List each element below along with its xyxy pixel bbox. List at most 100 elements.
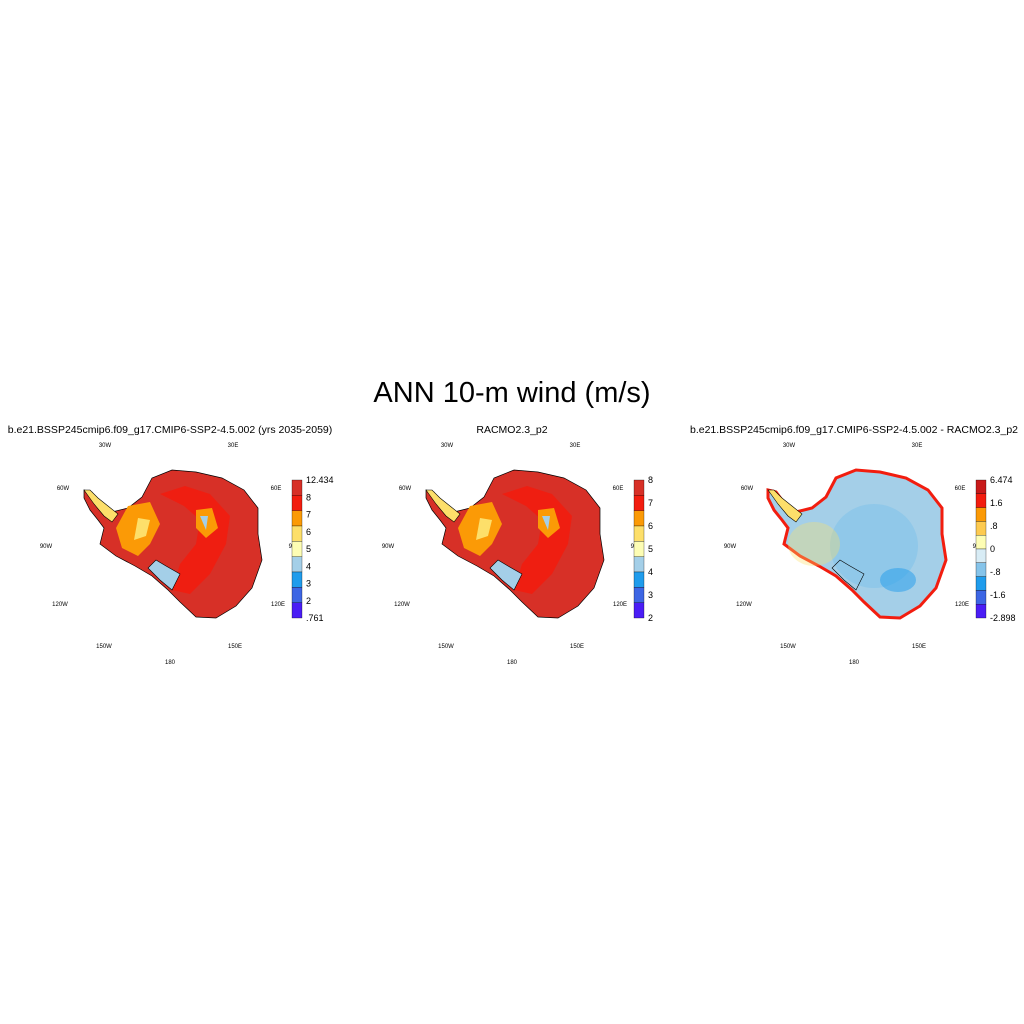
antarctica-map-diff: 30W30E60W60E90W90E120W120E150W150E180 6.…: [724, 443, 1016, 666]
west-mixed-area: [788, 522, 840, 566]
colorbar-label: 5: [306, 544, 311, 554]
colorbar-segment: [291, 571, 303, 588]
colorbar-label: 3: [648, 590, 653, 600]
colorbar-label: 0: [990, 544, 995, 554]
panel-obs: RACMO2.3_p2 30W30E60W60E90W90E120W120E15…: [342, 424, 682, 674]
colorbar-label: 6: [648, 521, 653, 531]
colorbar-segment: [633, 571, 645, 588]
panel-model: b.e21.BSSP245cmip6.f09_g17.CMIP6-SSP2-4.…: [0, 424, 340, 674]
ice-shelf-outline: [831, 559, 865, 591]
colorbar-label: 2: [306, 596, 311, 606]
longitude-label: 150E: [912, 644, 926, 650]
colorbar-label: -2.898: [990, 613, 1016, 623]
antarctica-map-obs: 30W30E60W60E90W90E120W120E150W150E180 87…: [382, 443, 653, 666]
longitude-label: 60W: [57, 486, 70, 492]
colorbar-label: 7: [648, 498, 653, 508]
colorbar-segment: [633, 541, 645, 557]
longitude-label: 30E: [228, 443, 239, 449]
colorbar-segment: [633, 602, 645, 619]
colorbar-segment: [291, 495, 303, 511]
colorbar-label: .8: [990, 521, 998, 531]
ice-shelf-field: [490, 560, 522, 590]
colorbar-segment: [291, 479, 303, 496]
colorbar-segment: [633, 556, 645, 573]
east-negative-area: [880, 568, 916, 592]
colorbar-label: 5: [648, 544, 653, 554]
longitude-label: 180: [507, 660, 518, 666]
low-wind-area: [476, 518, 492, 540]
longitude-label: 90W: [382, 544, 395, 550]
longitude-label: 90W: [724, 544, 737, 550]
colorbar-segment: [975, 562, 987, 577]
longitude-label: 30E: [570, 443, 581, 449]
colorbar-segment: [291, 602, 303, 619]
longitude-label: 150W: [780, 644, 796, 650]
colorbar-segment: [975, 521, 987, 536]
colorbar-label: 12.434: [306, 475, 334, 485]
longitude-label: 120E: [271, 602, 285, 608]
colorbar-diff: 6.474 1.6 .8 0 -.8 -1.6 -2.898: [975, 475, 1016, 623]
colorbar-segment: [291, 525, 303, 542]
colorbar-label: 7: [306, 510, 311, 520]
colorbar-segment: [633, 495, 645, 511]
colorbar-segment: [975, 493, 987, 508]
colorbar-segment: [633, 587, 645, 603]
longitude-label: 150E: [228, 644, 242, 650]
colorbar-segment: [975, 507, 987, 522]
colorbar-segment: [291, 556, 303, 573]
colorbar-label: 3: [306, 579, 311, 589]
colorbar-label: 2: [648, 613, 653, 623]
longitude-label: 180: [165, 660, 176, 666]
longitude-label: 60E: [955, 486, 966, 492]
longitude-label: 60E: [613, 486, 624, 492]
coastal-positive-band: [766, 468, 948, 620]
longitude-label: 120E: [613, 602, 627, 608]
peninsula-field: [767, 489, 803, 523]
longitude-label: 60E: [271, 486, 282, 492]
colorbar-label: 4: [648, 567, 653, 577]
panel-title-model: b.e21.BSSP245cmip6.f09_g17.CMIP6-SSP2-4.…: [7, 424, 333, 436]
colorbar-label: 8: [306, 492, 311, 502]
longitude-label: 150W: [96, 644, 112, 650]
colorbar-segment: [975, 576, 987, 591]
panel-title-diff: b.e21.BSSP245cmip6.f09_g17.CMIP6-SSP2-4.…: [689, 424, 1019, 436]
longitude-label: 120W: [736, 602, 752, 608]
colorbar-segment: [975, 535, 987, 550]
colorbar-segment: [975, 590, 987, 605]
colorbar-segment: [975, 548, 987, 563]
peninsula-field: [83, 489, 119, 523]
longitude-label: 30W: [441, 443, 454, 449]
colorbar-label: .761: [306, 613, 324, 623]
map-fields-obs: [425, 469, 605, 619]
colorbar-label: 1.6: [990, 498, 1003, 508]
colorbar-label: 6.474: [990, 475, 1013, 485]
low-wind-area: [134, 518, 150, 540]
map-fields-model: [83, 469, 263, 619]
colorbar-model: 12.434 8 7 6 5 4 3 2 .761: [291, 475, 334, 623]
longitude-label: 120W: [394, 602, 410, 608]
ice-shelf-outline: [489, 559, 523, 591]
longitude-label: 120E: [955, 602, 969, 608]
map-fields-diff: [766, 468, 948, 620]
colorbar-label: -.8: [990, 567, 1001, 577]
ice-shelf-outline: [147, 559, 181, 591]
panel-diff: b.e21.BSSP245cmip6.f09_g17.CMIP6-SSP2-4.…: [684, 424, 1024, 674]
colorbar-obs: 8 7 6 5 4 3 2: [633, 475, 653, 623]
longitude-label: 90W: [40, 544, 53, 550]
panel-title-obs: RACMO2.3_p2: [476, 424, 548, 436]
colorbar-segment: [975, 479, 987, 494]
figure-title: ANN 10-m wind (m/s): [373, 377, 651, 409]
longitude-label: 30W: [783, 443, 796, 449]
longitude-label: 180: [849, 660, 860, 666]
peninsula-field: [425, 489, 461, 523]
colorbar-segment: [633, 525, 645, 542]
divide-calm-area: [542, 516, 550, 530]
colorbar-label: 8: [648, 475, 653, 485]
longitude-label: 60W: [399, 486, 412, 492]
colorbar-segment: [975, 604, 987, 619]
longitude-label: 150E: [570, 644, 584, 650]
colorbar-segment: [291, 541, 303, 557]
longitude-label: 120W: [52, 602, 68, 608]
divide-calm-area: [200, 516, 208, 530]
longitude-label: 30W: [99, 443, 112, 449]
